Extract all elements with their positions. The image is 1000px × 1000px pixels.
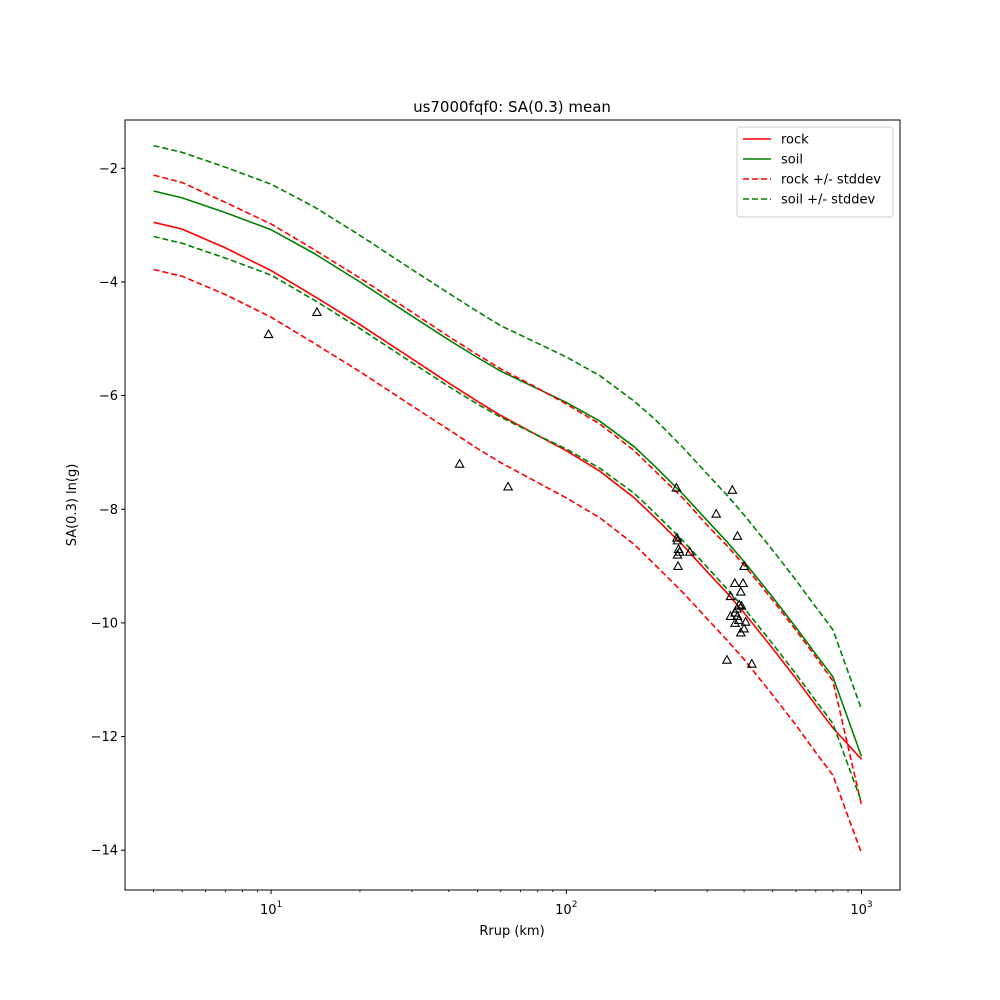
y-tick-label-2: −6 xyxy=(99,389,118,404)
observation-marker-19 xyxy=(725,590,736,601)
x-tick-label-0: 101 xyxy=(260,900,282,918)
observation-marker-3 xyxy=(502,481,514,491)
y-axis-label: SA(0.3) ln(g) xyxy=(65,464,80,547)
series-line-5 xyxy=(153,235,863,803)
observation-marker-28 xyxy=(729,617,741,627)
observation-marker-32 xyxy=(746,658,757,668)
observation-marker-6 xyxy=(672,535,683,545)
observation-marker-0 xyxy=(263,328,274,339)
x-tick-label-1: 102 xyxy=(555,900,577,918)
y-tick-label-5: −12 xyxy=(91,730,118,745)
legend: rock soil rock +/- stddev soil +/- stddev xyxy=(736,126,894,218)
observation-marker-5 xyxy=(671,532,683,542)
observation-marker-27 xyxy=(740,616,751,626)
observation-marker-18 xyxy=(735,586,746,596)
series-line-2 xyxy=(153,174,863,805)
legend-box xyxy=(736,126,894,218)
x-tick-label-2: 103 xyxy=(850,900,872,918)
observation-marker-13 xyxy=(727,484,738,494)
observation-marker-17 xyxy=(737,577,749,588)
x-axis: 101 102 103 xyxy=(153,890,873,918)
plot-frame xyxy=(124,119,901,891)
x-axis-label: Rrup (km) xyxy=(479,924,544,939)
plot-area xyxy=(153,144,863,854)
observation-marker-4 xyxy=(671,482,682,492)
observation-marker-16 xyxy=(729,577,740,588)
observation-marker-15 xyxy=(738,560,750,570)
chart-title: us7000fqf0: SA(0.3) mean xyxy=(413,98,611,116)
legend-label-0: rock xyxy=(781,133,809,148)
observation-marker-24 xyxy=(725,610,736,621)
observation-marker-11 xyxy=(684,546,695,556)
observation-marker-25 xyxy=(732,610,743,621)
observation-marker-1 xyxy=(311,306,323,316)
y-tick-label-6: −14 xyxy=(91,844,118,859)
observation-marker-10 xyxy=(672,560,684,570)
observation-marker-9 xyxy=(674,546,685,556)
observation-marker-21 xyxy=(736,600,747,610)
observation-marker-30 xyxy=(735,627,746,637)
legend-label-1: soil xyxy=(781,153,803,168)
observation-marker-12 xyxy=(711,508,722,518)
y-axis: −2 −4 −6 −8 −10 −12 −14 xyxy=(91,162,125,859)
series-line-4 xyxy=(153,144,863,710)
observation-marker-2 xyxy=(454,458,465,468)
y-tick-label-4: −10 xyxy=(91,616,118,631)
observation-marker-29 xyxy=(738,623,750,633)
series-line-0 xyxy=(153,221,863,760)
observation-marker-31 xyxy=(721,654,733,664)
observation-marker-26 xyxy=(733,614,744,624)
series-line-1 xyxy=(153,190,863,757)
observation-marker-14 xyxy=(732,530,743,540)
y-tick-label-3: −8 xyxy=(99,503,118,518)
legend-label-3: soil +/- stddev xyxy=(781,193,876,208)
y-tick-label-1: −4 xyxy=(99,275,118,290)
legend-label-2: rock +/- stddev xyxy=(781,173,881,188)
y-tick-label-0: −2 xyxy=(99,162,118,177)
series-line-3 xyxy=(153,268,863,854)
